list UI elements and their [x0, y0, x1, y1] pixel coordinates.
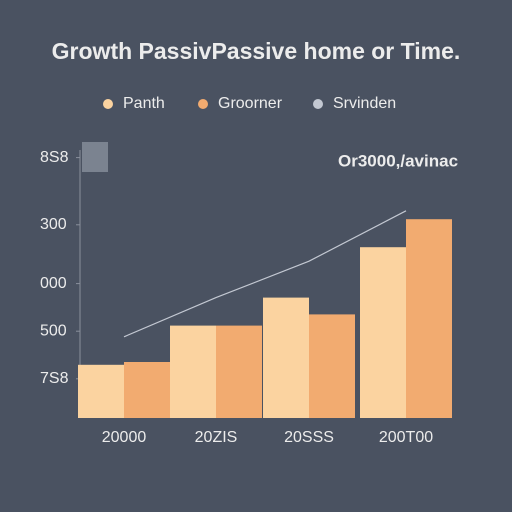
legend-label: Groorner — [218, 95, 283, 112]
legend-swatch — [103, 99, 113, 109]
bar — [216, 325, 262, 418]
bar — [78, 364, 124, 418]
x-tick-label: 20000 — [102, 429, 147, 446]
y-tick-label: 500 — [40, 322, 67, 339]
bar — [170, 325, 216, 418]
x-tick-label: 20SSS — [284, 429, 334, 446]
legend-swatch — [313, 99, 323, 109]
y-tick-label: 000 — [40, 275, 67, 292]
annotation: Or3000,/avinac — [338, 151, 458, 170]
legend-label: Panth — [123, 95, 165, 112]
decoration — [82, 142, 108, 172]
legend-label: Srvinden — [333, 95, 396, 112]
y-tick-label: 300 — [40, 216, 67, 233]
bar — [406, 219, 452, 418]
bar — [360, 247, 406, 418]
bar — [124, 362, 170, 418]
legend-swatch — [198, 99, 208, 109]
line — [123, 210, 407, 338]
x-tick-label: 200T00 — [379, 429, 433, 446]
y-tick-label: 7S8 — [40, 370, 69, 387]
bar — [263, 297, 309, 418]
y-tick-label: 8S8 — [40, 149, 69, 166]
chart-title: Growth PassivPassive home or Time. — [52, 38, 461, 64]
bar — [309, 314, 355, 418]
x-tick-label: 20ZIS — [195, 429, 238, 446]
